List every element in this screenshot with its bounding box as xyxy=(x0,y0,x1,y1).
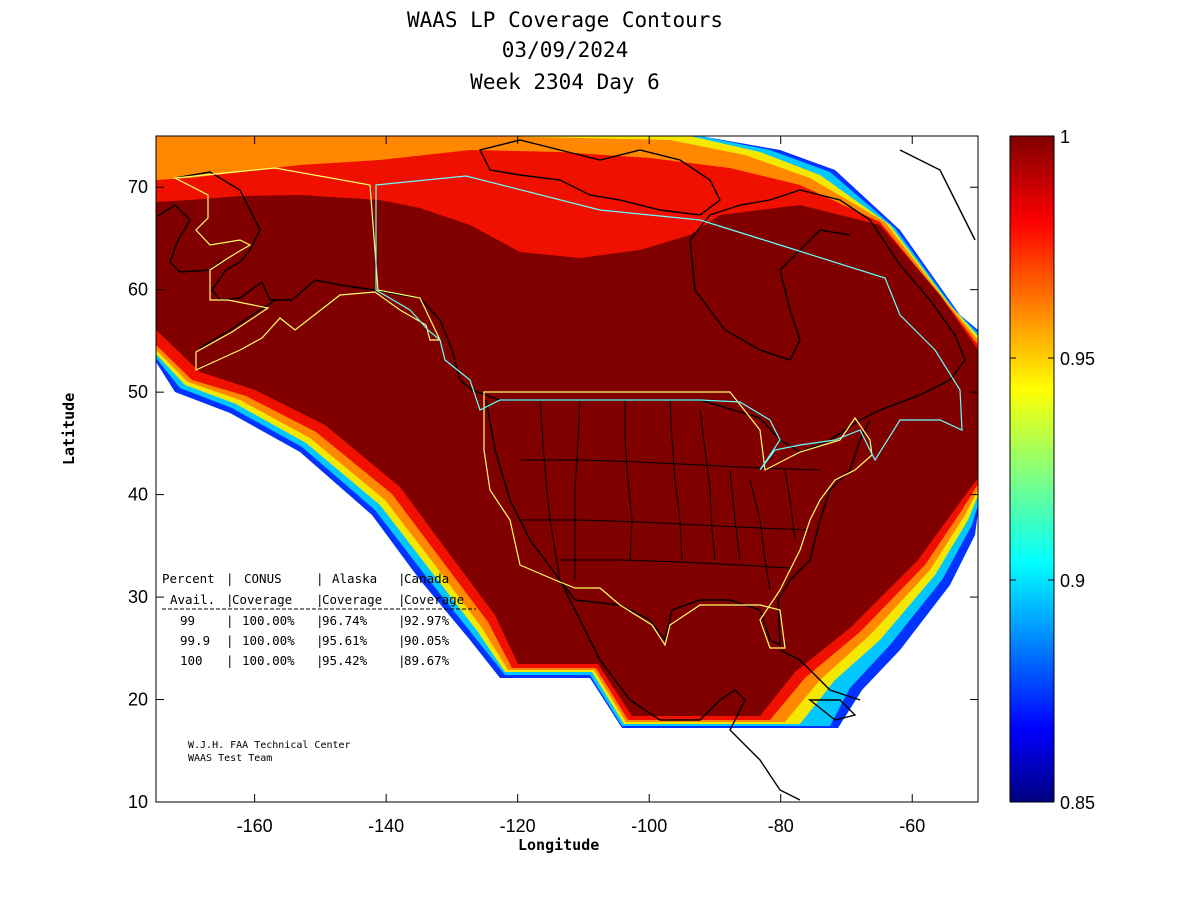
credit-line-1: W.J.H. FAA Technical Center xyxy=(188,740,351,751)
colorbar-tick-label: 1 xyxy=(1060,127,1070,147)
table-separator: | xyxy=(316,653,324,668)
table-subheader-canada: Coverage xyxy=(404,592,464,607)
table-cell: 92.97% xyxy=(404,613,450,628)
y-tick-label: 40 xyxy=(128,485,148,505)
map-week-day: Week 2304 Day 6 xyxy=(470,70,660,94)
colorbar-tick-label: 0.9 xyxy=(1060,571,1085,591)
y-tick-label: 50 xyxy=(128,382,148,402)
canada-outline xyxy=(375,175,963,471)
table-separator: | xyxy=(316,633,324,648)
table-subheader-conus: Coverage xyxy=(232,592,292,607)
table-separator: | xyxy=(398,653,406,668)
x-tick-label: -140 xyxy=(368,816,404,836)
table-header-alaska: Alaska xyxy=(332,571,377,586)
x-axis-label: Longitude xyxy=(518,836,600,854)
table-cell: 95.42% xyxy=(322,653,368,668)
table-separator: | xyxy=(226,633,234,648)
table-header-conus: CONUS xyxy=(244,571,282,586)
y-axis-ticks: 10 20 30 40 50 60 70 xyxy=(128,177,978,812)
svg-text:|: | xyxy=(398,571,406,586)
table-separator: | xyxy=(316,613,324,628)
table-cell: 99 xyxy=(180,613,195,628)
table-cell: 100.00% xyxy=(242,633,295,648)
coverage-contour-full xyxy=(156,195,978,716)
table-separator: | xyxy=(398,613,406,628)
table-cell: 96.74% xyxy=(322,613,368,628)
x-tick-label: -100 xyxy=(631,816,667,836)
table-cell: 90.05% xyxy=(404,633,450,648)
state-borders xyxy=(520,399,821,591)
table-rows: 99 100.00% 96.74% 92.97%| | |99.9 100.00% 95.61… xyxy=(180,613,450,668)
table-cell: 95.61% xyxy=(322,633,368,648)
coastlines xyxy=(157,139,976,801)
x-tick-label: -120 xyxy=(500,816,536,836)
table-cell: 100.00% xyxy=(242,653,295,668)
map-date: 03/09/2024 xyxy=(501,38,629,62)
table-subheader-alaska: Coverage xyxy=(322,592,382,607)
colorbar-tick-label: 0.85 xyxy=(1060,793,1095,813)
table-separator: | xyxy=(398,633,406,648)
table-cell: 99.9 xyxy=(180,633,210,648)
svg-text:|: | xyxy=(226,571,234,586)
table-cell: 89.67% xyxy=(404,653,450,668)
colorbar-tick-label: 0.95 xyxy=(1060,349,1095,369)
table-separator: | xyxy=(226,653,234,668)
table-header-percent: Percent xyxy=(162,571,215,586)
x-tick-label: -160 xyxy=(237,816,273,836)
x-tick-label: -80 xyxy=(768,816,794,836)
coverage-map xyxy=(156,136,978,801)
plot-frame xyxy=(155,135,979,803)
svg-text:|: | xyxy=(398,592,406,607)
table-separator: | xyxy=(226,613,234,628)
table-header-canada: Canada xyxy=(404,571,449,586)
y-tick-label: 30 xyxy=(128,587,148,607)
svg-text:|: | xyxy=(316,571,324,586)
x-axis-ticks: -160 -140 -120 -100 -80 -60 xyxy=(237,136,925,836)
map-title: WAAS LP Coverage Contours xyxy=(406,8,724,32)
credit-line-2: WAAS Test Team xyxy=(188,753,272,764)
coverage-table: Percent | CONUS | Alaska | Canada Avail.… xyxy=(162,571,476,668)
x-tick-label: -60 xyxy=(899,816,925,836)
colorbar xyxy=(1009,135,1055,803)
y-tick-label: 60 xyxy=(128,280,148,300)
svg-text:|: | xyxy=(226,592,234,607)
svg-text:|: | xyxy=(316,592,324,607)
y-tick-label: 20 xyxy=(128,690,148,710)
colorbar-ticks: 1 0.95 0.9 0.85 xyxy=(1010,127,1095,813)
y-tick-label: 10 xyxy=(128,792,148,812)
y-tick-label: 70 xyxy=(128,177,148,197)
table-cell: 100 xyxy=(180,653,203,668)
service-volume-outlines xyxy=(172,167,873,649)
table-cell: 100.00% xyxy=(242,613,295,628)
y-axis-label: Latitude xyxy=(60,392,78,465)
table-subheader-avail: Avail. xyxy=(170,592,215,607)
